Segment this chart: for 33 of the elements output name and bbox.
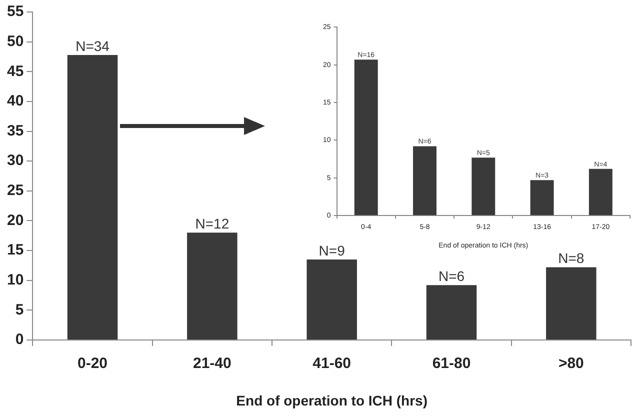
annotation: N=12 xyxy=(195,216,230,232)
x-tick-label: 0-20 xyxy=(78,355,108,372)
x-tick-label: 21-40 xyxy=(192,355,232,372)
bar xyxy=(472,158,496,216)
bar xyxy=(413,146,436,216)
y-tick-label: 35 xyxy=(6,122,24,140)
y-tick-label: 15 xyxy=(6,242,24,259)
bar xyxy=(546,267,596,340)
annotation: N=9 xyxy=(318,242,346,258)
bar xyxy=(67,54,118,340)
x-tick-label: 41-60 xyxy=(312,355,352,372)
bar xyxy=(426,285,477,340)
bar xyxy=(187,232,238,340)
y-tick-label: 0 xyxy=(15,331,24,348)
x-axis-title: End of operation to ICH (hrs) xyxy=(236,392,428,408)
y-tick-label: 5 xyxy=(15,301,24,318)
annotation: N=8 xyxy=(558,250,584,266)
x-tick-label: >80 xyxy=(558,355,584,372)
y-tick-label: 40 xyxy=(6,92,24,110)
bar xyxy=(588,168,612,216)
y-tick-label: 45 xyxy=(6,62,24,80)
y-tick-label: 50 xyxy=(6,32,24,50)
y-tick-label: 10 xyxy=(6,272,24,289)
bar xyxy=(354,60,378,216)
bar xyxy=(530,180,554,216)
bar xyxy=(306,259,357,340)
annotation: N=34 xyxy=(76,38,110,54)
annotation: N=6 xyxy=(438,268,465,284)
x-tick-label: 61-80 xyxy=(432,355,471,372)
y-tick-label: 20 xyxy=(6,212,24,229)
y-tick-label: 25 xyxy=(6,182,24,200)
y-tick-label: 55 xyxy=(6,3,24,20)
y-tick-label: 30 xyxy=(6,152,24,170)
